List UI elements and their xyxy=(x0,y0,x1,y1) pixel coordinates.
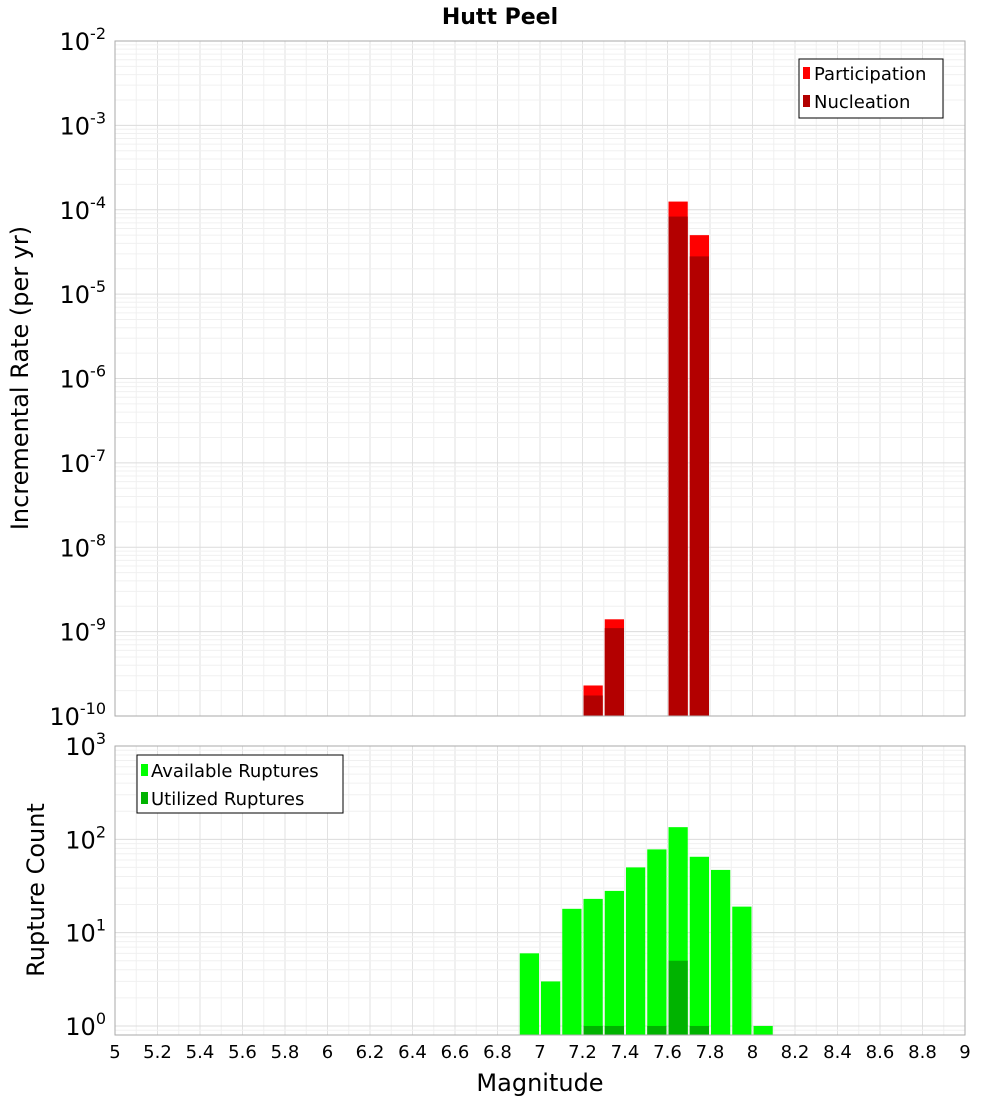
x-axis-label: Magnitude xyxy=(476,1069,603,1097)
top-plot-border xyxy=(114,40,966,717)
x-tick-label: 6.6 xyxy=(441,1042,470,1063)
x-tick-label: 7.6 xyxy=(653,1042,682,1063)
bottom-plot-border xyxy=(114,745,966,1036)
bottom-y-ticks: 100 101 102 103 xyxy=(65,729,106,1041)
bar-nucleation xyxy=(689,256,709,716)
x-tick-label: 9 xyxy=(959,1042,970,1063)
y-tick-label: 10-4 xyxy=(60,193,107,225)
x-tick-label: 5 xyxy=(109,1042,120,1063)
top-grid xyxy=(114,40,966,717)
bar-available-ruptures xyxy=(583,898,603,1035)
bar-nucleation xyxy=(668,216,688,716)
bottom-legend-box xyxy=(136,754,344,814)
y-tick-label: 10-2 xyxy=(60,24,107,56)
top-legend: Participation Nucleation xyxy=(798,58,944,119)
y-tick-label: 10-9 xyxy=(60,615,107,647)
bar-available-ruptures xyxy=(519,953,539,1035)
y-tick-label: 10-5 xyxy=(60,277,107,309)
bar-available-ruptures xyxy=(604,890,624,1035)
top-legend-box xyxy=(798,58,944,119)
x-tick-label: 7.2 xyxy=(568,1042,597,1063)
bar-available-ruptures xyxy=(541,981,561,1035)
bar-utilized-ruptures xyxy=(689,1025,709,1035)
x-tick-label: 8.2 xyxy=(781,1042,810,1063)
x-tick-label: 8.6 xyxy=(866,1042,895,1063)
x-tick-label: 6 xyxy=(322,1042,333,1063)
legend-label-nucleation: Nucleation xyxy=(814,92,910,113)
y-tick-label: 100 xyxy=(65,1009,106,1041)
bar-nucleation xyxy=(604,628,624,716)
x-tick-label: 6.8 xyxy=(483,1042,512,1063)
y-tick-label: 10-6 xyxy=(60,362,107,394)
x-tick-label: 6.4 xyxy=(398,1042,427,1063)
chart-title: Hutt Peel xyxy=(442,5,558,30)
legend-label-participation: Participation xyxy=(814,64,926,85)
bottom-y-axis-label: Rupture Count xyxy=(22,803,50,977)
x-tick-label: 5.6 xyxy=(228,1042,257,1063)
bar-available-ruptures xyxy=(647,849,667,1035)
bar-available-ruptures xyxy=(626,867,646,1035)
x-tick-label: 6.2 xyxy=(356,1042,385,1063)
x-tick-label: 7 xyxy=(534,1042,545,1063)
bottom-panel: 100 101 102 103 5 5.2 5.4 5.6 5.8 6 6.2 6.4 6.6 6.8 7… xyxy=(22,729,971,1097)
x-tick-label: 8.4 xyxy=(823,1042,852,1063)
legend-swatch-participation xyxy=(803,67,810,79)
x-tick-label: 5.2 xyxy=(143,1042,172,1063)
bottom-bars xyxy=(519,827,773,1035)
x-ticks: 5 5.2 5.4 5.6 5.8 6 6.2 6.4 6.6 6.8 7 7.2 7.4 7.6 7.8 8… xyxy=(109,1042,970,1063)
legend-label-utilized: Utilized Ruptures xyxy=(151,789,304,810)
bar-utilized-ruptures xyxy=(647,1025,667,1035)
y-tick-label: 10-10 xyxy=(49,699,106,731)
legend-swatch-nucleation xyxy=(803,95,810,107)
bar-nucleation xyxy=(583,695,603,716)
x-tick-label: 5.4 xyxy=(186,1042,215,1063)
x-tick-label: 7.4 xyxy=(611,1042,640,1063)
y-tick-label: 102 xyxy=(65,822,106,854)
bottom-legend: Available Ruptures Utilized Ruptures xyxy=(136,754,344,814)
y-tick-label: 10-3 xyxy=(60,108,107,140)
bar-available-ruptures xyxy=(562,908,582,1035)
x-tick-label: 8.8 xyxy=(908,1042,937,1063)
top-bars xyxy=(583,201,709,716)
top-y-ticks: 10-10 10-9 10-8 10-7 10-6 10-5 10-4 10-3 10-2 xyxy=(49,24,106,731)
bar-available-ruptures xyxy=(732,906,752,1035)
legend-swatch-utilized xyxy=(141,792,148,804)
top-y-axis-label: Incremental Rate (per yr) xyxy=(6,226,34,530)
bar-available-ruptures xyxy=(753,1025,773,1035)
bar-available-ruptures xyxy=(711,869,731,1035)
bar-utilized-ruptures xyxy=(604,1025,624,1035)
legend-swatch-available xyxy=(141,764,148,776)
y-tick-label: 101 xyxy=(65,916,106,948)
y-tick-label: 103 xyxy=(65,729,106,761)
bar-available-ruptures xyxy=(689,856,709,1035)
y-tick-label: 10-8 xyxy=(60,530,107,562)
top-panel: 10-10 10-9 10-8 10-7 10-6 10-5 10-4 10-3 10-2 In… xyxy=(6,24,966,731)
legend-label-available: Available Ruptures xyxy=(151,761,319,782)
bar-utilized-ruptures xyxy=(668,960,688,1035)
x-tick-label: 7.8 xyxy=(696,1042,725,1063)
bar-utilized-ruptures xyxy=(583,1025,603,1035)
x-tick-label: 8 xyxy=(747,1042,758,1063)
y-tick-label: 10-7 xyxy=(60,446,107,478)
x-tick-label: 5.8 xyxy=(271,1042,300,1063)
